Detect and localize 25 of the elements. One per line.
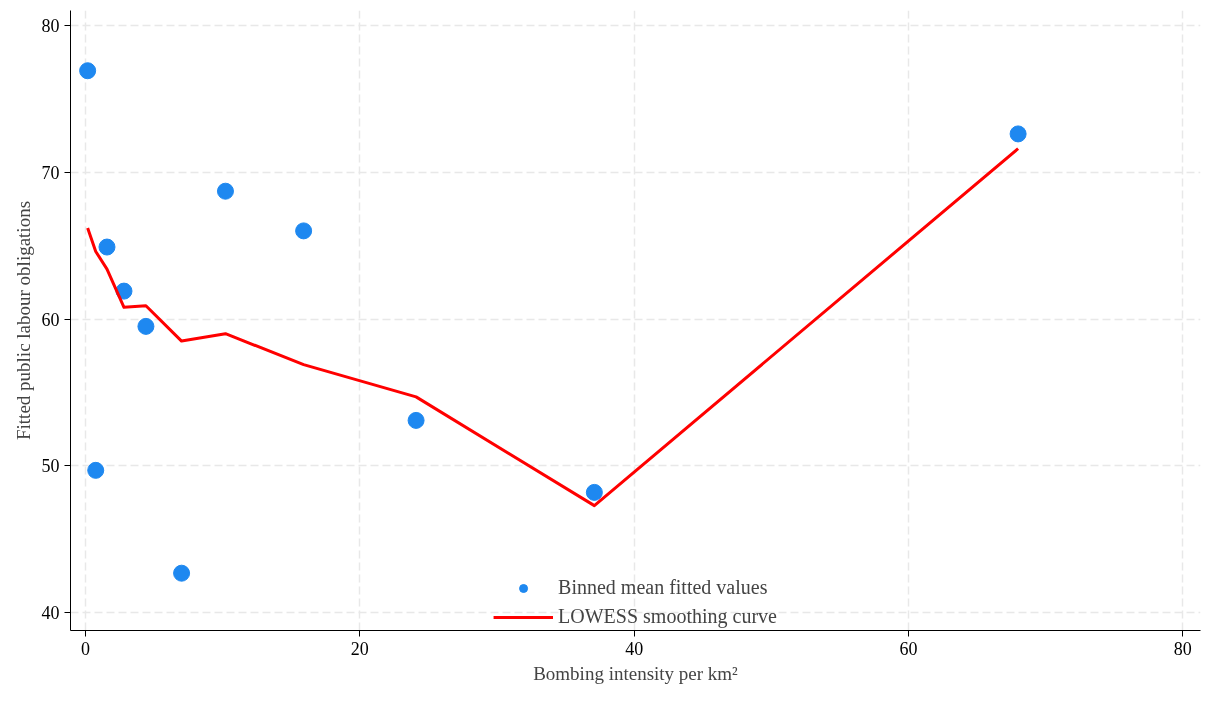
x-tick-label: 20: [350, 638, 369, 659]
line-series: [86, 147, 1020, 508]
x-tick-label: 60: [899, 638, 918, 659]
point: [295, 222, 313, 240]
y-tick-label: 70: [41, 162, 60, 183]
x-tick-label: 0: [81, 638, 91, 659]
x-axis-title: Bombing intensity per km²: [533, 662, 739, 684]
point: [79, 62, 97, 80]
point: [1009, 125, 1027, 143]
y-tick-label: 60: [41, 309, 60, 330]
y-tick-label: 40: [41, 603, 60, 624]
point: [98, 238, 116, 256]
point: [137, 317, 155, 335]
x-tick-label: 40: [625, 638, 644, 659]
point: [173, 564, 191, 582]
point: [407, 411, 425, 429]
legend-label: Binned mean fitted values: [558, 576, 768, 599]
x-tick-label: 80: [1173, 638, 1192, 659]
y-axis-title: Fitted public labour obligations: [12, 200, 34, 441]
point: [87, 461, 105, 479]
point: [216, 182, 234, 200]
y-tick-label: 80: [41, 15, 60, 36]
legend-label: LOWESS smoothing curve: [558, 605, 777, 628]
y-tick-label: 50: [41, 456, 60, 477]
point: [585, 483, 603, 501]
